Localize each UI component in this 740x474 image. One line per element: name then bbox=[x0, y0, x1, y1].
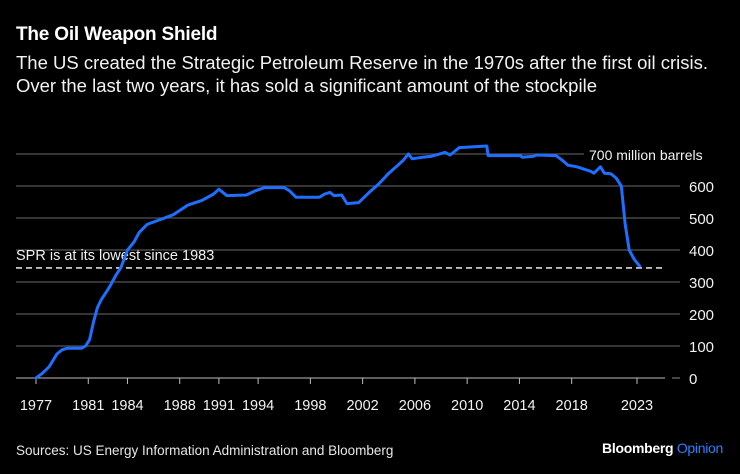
y-tick-label-300: 300 bbox=[689, 275, 714, 292]
chart-title: The Oil Weapon Shield bbox=[16, 24, 218, 45]
x-tick-label-1977: 1977 bbox=[20, 398, 52, 414]
y-axis: 0 100 200 300 400 500 600 700 million barrels bbox=[589, 147, 714, 388]
y-tick-label-200: 200 bbox=[689, 307, 714, 324]
annotation-layer: SPR is at its lowest since 1983 bbox=[16, 248, 664, 269]
y-tick-label-100: 100 bbox=[689, 339, 714, 356]
chart-subtitle: The US created the Strategic Petroleum R… bbox=[16, 52, 709, 96]
x-tick-label-2023: 2023 bbox=[621, 398, 653, 414]
gridlines bbox=[16, 153, 680, 379]
x-tick-label-2006: 2006 bbox=[399, 398, 431, 414]
y-tick-label-500: 500 bbox=[689, 211, 714, 228]
x-tick-label-1981: 1981 bbox=[72, 398, 104, 414]
source-note: Sources: US Energy Information Administr… bbox=[16, 443, 394, 458]
brand-suffix: Opinion bbox=[676, 440, 723, 456]
brand-name: Bloomberg bbox=[602, 440, 674, 456]
y-tick-label-600: 600 bbox=[689, 179, 714, 196]
lowest-since-1983-label: SPR is at its lowest since 1983 bbox=[16, 248, 214, 264]
x-tick-label-1991: 1991 bbox=[203, 398, 235, 414]
x-tick-label-1988: 1988 bbox=[164, 398, 196, 414]
x-tick-label-2002: 2002 bbox=[346, 398, 378, 414]
x-tick-label-2010: 2010 bbox=[451, 398, 483, 414]
brand-logo: Bloomberg Opinion bbox=[602, 440, 723, 456]
y-tick-label-400: 400 bbox=[689, 243, 714, 260]
x-tick-label-1994: 1994 bbox=[242, 398, 274, 414]
x-tick-label-1984: 1984 bbox=[111, 398, 143, 414]
y-tick-label-700: 700 million barrels bbox=[589, 147, 703, 163]
spr-series-line bbox=[34, 144, 642, 380]
x-tick-label-2014: 2014 bbox=[503, 398, 535, 414]
x-tick-label-2018: 2018 bbox=[556, 398, 588, 414]
x-tick-label-1998: 1998 bbox=[294, 398, 326, 414]
x-axis: 1977 1981 1984 1988 1991 1994 1998 2002 2006 2010… bbox=[20, 378, 653, 414]
y-tick-label-0: 0 bbox=[689, 371, 697, 388]
